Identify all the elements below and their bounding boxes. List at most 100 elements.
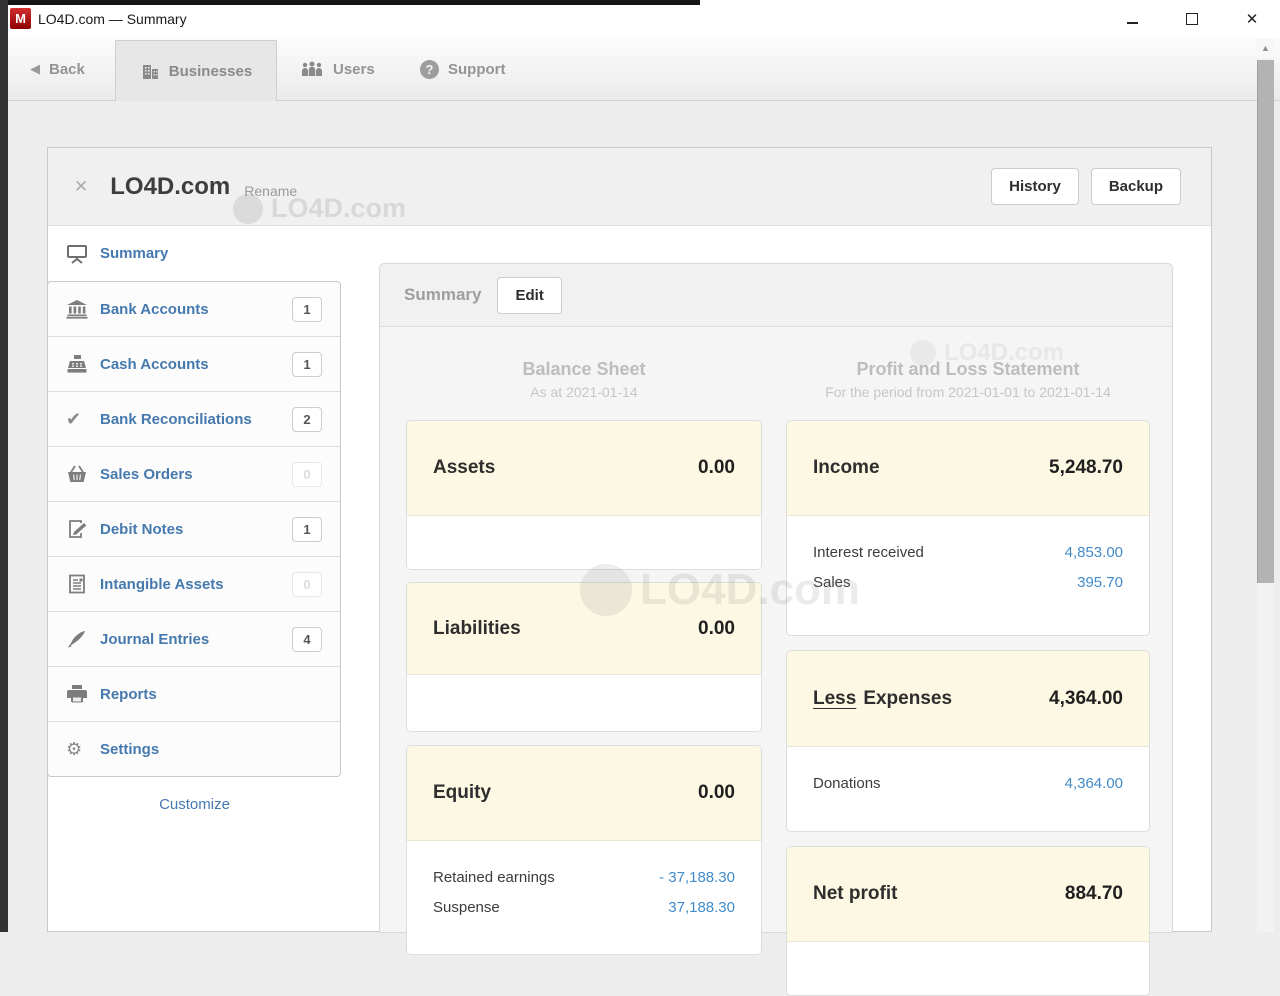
net-profit-card: Net profit 884.70 — [786, 846, 1150, 996]
sidebar-item-label: Settings — [100, 740, 160, 758]
sidebar-item-label: Debit Notes — [100, 520, 184, 538]
vertical-scrollbar[interactable]: ▲ — [1257, 38, 1274, 932]
count-badge: 0 — [292, 461, 322, 487]
gears-icon: ⚙ — [66, 738, 83, 759]
scroll-up-button[interactable]: ▲ — [1257, 38, 1274, 58]
card-total: 884.70 — [1064, 883, 1123, 904]
business-name: LO4D.com — [110, 172, 231, 200]
income-card: Income 5,248.70 Interest received 4,853.… — [786, 420, 1150, 636]
maximize-icon — [1186, 13, 1198, 25]
app-logo-icon: M — [10, 8, 31, 29]
summary-panel-header: Summary Edit — [380, 264, 1172, 327]
sidebar-item-label: Cash Accounts — [100, 355, 209, 373]
count-badge: 1 — [292, 296, 322, 322]
count-badge: 1 — [292, 351, 322, 377]
sidebar-item-label: Intangible Assets — [100, 575, 224, 593]
account-row: Donations 4,364.00 — [813, 775, 1123, 792]
card-total: 0.00 — [698, 782, 735, 803]
cash-register-icon — [66, 354, 100, 374]
account-row: Suspense 37,188.30 — [433, 899, 735, 916]
quill-icon — [66, 629, 100, 649]
users-icon — [300, 59, 324, 79]
sidebar-item-cash-accounts[interactable]: Cash Accounts 1 — [48, 337, 340, 392]
close-business-icon[interactable]: ✕ — [74, 176, 89, 196]
support-label: Support — [448, 60, 506, 78]
window-title: LO4D.com — Summary — [38, 11, 187, 27]
tab-users[interactable]: Users — [300, 38, 375, 100]
sidebar-item-bank-reconciliations[interactable]: ✔ Bank Reconciliations 2 — [48, 392, 340, 447]
printer-icon — [66, 684, 100, 704]
sidebar: Bank Accounts 1 Cash Accounts 1 ✔ Bank R… — [47, 281, 341, 777]
sidebar-item-label: Bank Reconciliations — [100, 410, 252, 428]
sidebar-item-sales-orders[interactable]: Sales Orders 0 — [48, 447, 340, 502]
backup-button[interactable]: Backup — [1090, 168, 1181, 205]
account-row: Retained earnings - 37,188.30 — [433, 869, 735, 886]
maximize-button[interactable] — [1182, 10, 1202, 28]
sidebar-item-summary[interactable]: Summary — [48, 226, 341, 281]
assets-card: Assets 0.00 — [406, 420, 762, 570]
tab-businesses[interactable]: Businesses — [115, 40, 277, 101]
support-question-icon: ? — [420, 59, 439, 79]
account-value[interactable]: 395.70 — [1077, 574, 1123, 591]
customize-link[interactable]: Customize — [159, 796, 230, 813]
card-title: Net profit — [813, 883, 898, 904]
card-total: 0.00 — [698, 457, 735, 478]
sidebar-item-label: Reports — [100, 685, 157, 703]
back-label: Back — [49, 60, 85, 78]
card-title: Equity — [433, 782, 492, 803]
business-header: ✕ LO4D.com Rename History Backup — [48, 148, 1211, 226]
account-value[interactable]: 4,853.00 — [1064, 544, 1123, 561]
screen-icon — [66, 244, 100, 264]
card-title: Assets — [433, 457, 496, 478]
back-button[interactable]: ◀ Back — [30, 38, 85, 100]
sidebar-item-settings[interactable]: ⚙ Settings — [48, 722, 340, 776]
business-panel: ✕ LO4D.com Rename History Backup LO4D.co… — [47, 147, 1212, 996]
sidebar-item-reports[interactable]: Reports — [48, 667, 340, 722]
account-row: Interest received 4,853.00 — [813, 544, 1123, 561]
sidebar-item-intangible-assets[interactable]: Intangible Assets 0 — [48, 557, 340, 612]
sidebar-item-journal-entries[interactable]: Journal Entries 4 — [48, 612, 340, 667]
card-title: Income — [813, 457, 880, 478]
minimize-icon — [1126, 22, 1138, 24]
sidebar-item-label: Journal Entries — [100, 630, 210, 648]
businesses-label: Businesses — [168, 62, 253, 80]
back-arrow-icon: ◀ — [30, 61, 40, 76]
account-value[interactable]: - 37,188.30 — [659, 869, 735, 886]
window-edge — [0, 0, 8, 932]
edit-button[interactable]: Edit — [497, 276, 562, 314]
scrollbar-thumb[interactable] — [1257, 60, 1274, 583]
sidebar-item-debit-notes[interactable]: Debit Notes 1 — [48, 502, 340, 557]
sidebar-item-label: Bank Accounts — [100, 300, 209, 318]
tab-support[interactable]: ? Support — [420, 38, 506, 100]
account-value[interactable]: 37,188.30 — [668, 899, 735, 916]
account-label: Retained earnings — [433, 869, 555, 886]
sidebar-item-label: Summary — [100, 245, 169, 262]
equity-card: Equity 0.00 Retained earnings - 37,188.3… — [406, 745, 762, 955]
users-label: Users — [333, 60, 375, 78]
account-value[interactable]: 4,364.00 — [1064, 775, 1123, 792]
history-button[interactable]: History — [991, 168, 1079, 205]
card-title: Less Expenses — [813, 687, 953, 709]
sidebar-item-bank-accounts[interactable]: Bank Accounts 1 — [48, 282, 340, 337]
count-badge: 0 — [292, 571, 322, 597]
minimize-button[interactable] — [1122, 10, 1142, 28]
bank-icon — [66, 299, 100, 319]
card-total: 5,248.70 — [1049, 457, 1123, 478]
balance-sheet-title: Balance Sheet — [522, 359, 646, 379]
rename-link[interactable]: Rename — [244, 182, 298, 199]
liabilities-card: Liabilities 0.00 — [406, 582, 762, 732]
profit-loss-title: Profit and Loss Statement — [856, 359, 1080, 379]
summary-title: Summary — [404, 285, 482, 304]
balance-sheet-subtitle: As at 2021-01-14 — [530, 384, 638, 400]
note-pencil-icon — [66, 519, 100, 539]
account-label: Interest received — [813, 544, 924, 561]
count-badge: 2 — [292, 406, 322, 432]
count-badge: 1 — [292, 516, 322, 542]
card-total: 0.00 — [698, 617, 735, 639]
close-window-button[interactable]: ✕ — [1242, 10, 1262, 28]
buildings-icon — [140, 61, 160, 81]
window-edge — [0, 0, 700, 5]
card-total: 4,364.00 — [1049, 687, 1123, 709]
expenses-card: Less Expenses 4,364.00 Donations 4,364.00 — [786, 650, 1150, 832]
